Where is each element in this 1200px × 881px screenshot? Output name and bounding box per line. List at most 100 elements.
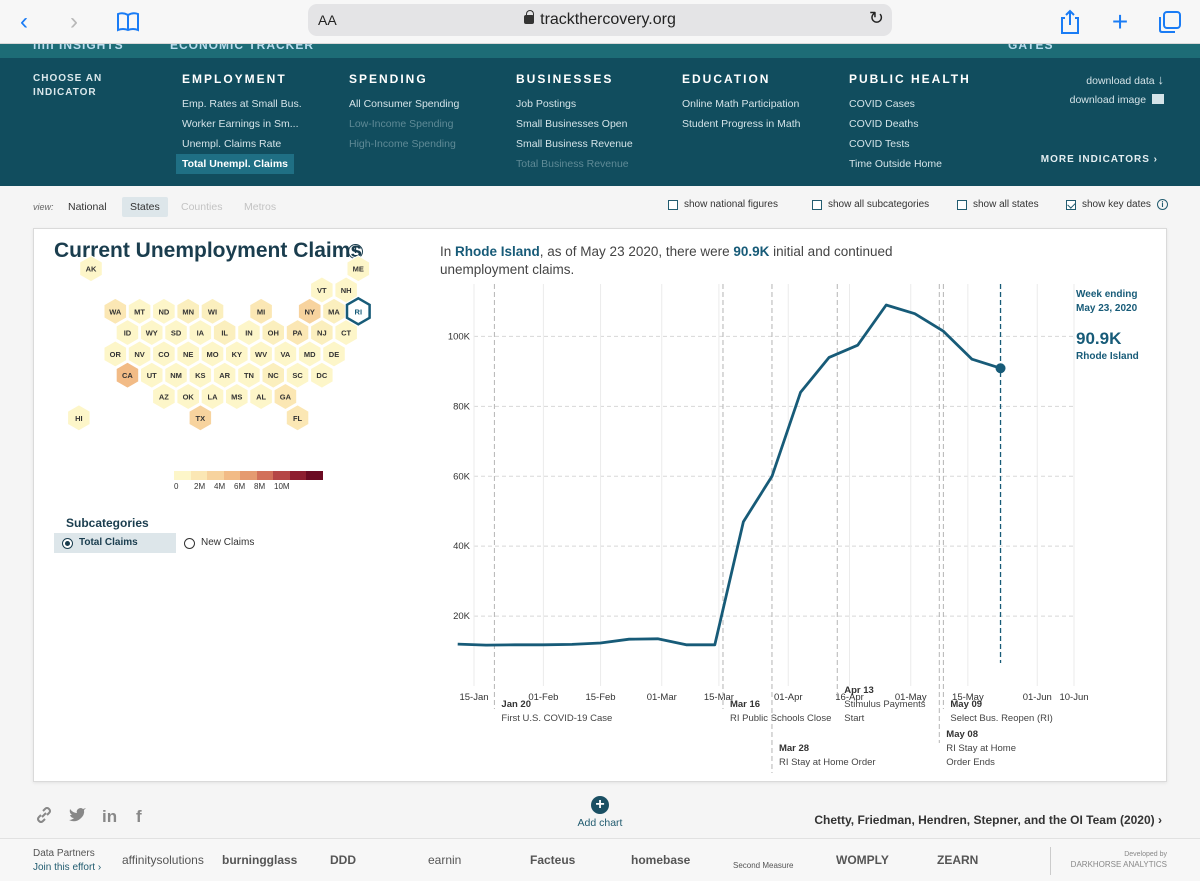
state-hex-ak[interactable]: AK <box>79 255 103 283</box>
state-hex-id[interactable]: ID <box>115 319 140 347</box>
hex-shape[interactable] <box>273 382 298 411</box>
address-bar[interactable]: AA trackthercovery.org ↻ <box>308 4 892 36</box>
hex-shape[interactable] <box>237 361 261 389</box>
hex-shape[interactable] <box>115 319 140 347</box>
info-icon[interactable]: i <box>1156 199 1168 210</box>
state-hex-ma[interactable]: MA <box>322 297 346 325</box>
state-hex-vt[interactable]: VT <box>310 276 334 304</box>
join-effort-link[interactable]: Join this effort › <box>33 862 102 873</box>
state-hex-sd[interactable]: SD <box>164 319 188 347</box>
hex-shape[interactable] <box>115 361 140 389</box>
hex-shape[interactable] <box>200 340 225 368</box>
state-hex-mn[interactable]: MN <box>176 297 200 325</box>
state-hex-wa[interactable]: WA <box>103 297 128 325</box>
state-hex-ne[interactable]: NE <box>176 340 200 368</box>
hex-shape[interactable] <box>225 340 249 368</box>
hex-shape[interactable] <box>152 340 176 368</box>
state-hex-ct[interactable]: CT <box>334 319 358 347</box>
hex-shape[interactable] <box>152 382 176 411</box>
hex-shape[interactable] <box>212 319 237 347</box>
indicator-item[interactable]: Worker Earnings in Sm... <box>182 118 299 130</box>
state-hex-al[interactable]: AL <box>249 382 273 411</box>
checkbox[interactable] <box>668 199 678 210</box>
hex-shape[interactable] <box>273 340 298 368</box>
state-hex-az[interactable]: AZ <box>152 382 176 411</box>
hex-shape[interactable] <box>285 319 310 347</box>
indicator-item[interactable]: Unempl. Claims Rate <box>182 138 282 150</box>
indicator-item[interactable]: Student Progress in Math <box>682 118 801 130</box>
state-hex-ut[interactable]: UT <box>140 361 164 389</box>
state-hex-ny[interactable]: NY <box>297 297 322 325</box>
hex-shape[interactable] <box>297 340 322 368</box>
hex-shape[interactable] <box>67 404 91 432</box>
state-hex-or[interactable]: OR <box>103 340 128 368</box>
hex-shape[interactable] <box>334 276 358 304</box>
state-hex-mi[interactable]: MI <box>249 297 273 325</box>
state-hex-mt[interactable]: MT <box>127 297 152 325</box>
indicator-item[interactable]: Job Postings <box>516 98 577 110</box>
hex-shape[interactable] <box>188 361 213 389</box>
download-image-button[interactable]: download image <box>1070 94 1164 106</box>
new-tab-icon[interactable]: + <box>1111 6 1129 37</box>
hex-shape[interactable] <box>249 297 273 325</box>
state-hex-fl[interactable]: FL <box>285 404 310 432</box>
share-icon[interactable] <box>1054 6 1086 38</box>
hex-shape[interactable] <box>79 255 103 283</box>
state-hex-ok[interactable]: OK <box>176 382 200 411</box>
tabs-icon[interactable] <box>1154 6 1186 38</box>
state-hex-oh[interactable]: OH <box>261 319 285 347</box>
state-hex-nj[interactable]: NJ <box>310 319 334 347</box>
hex-shape[interactable] <box>127 340 152 368</box>
hex-shape[interactable] <box>285 404 310 432</box>
citation-link[interactable]: Chetty, Friedman, Hendren, Stepner, and … <box>814 813 1162 827</box>
hex-shape[interactable] <box>176 340 200 368</box>
hex-shape[interactable] <box>152 297 176 325</box>
indicator-item[interactable]: Small Businesses Open <box>516 118 628 130</box>
hex-shape[interactable] <box>345 296 371 326</box>
hex-shape[interactable] <box>322 340 346 368</box>
subcategory-new-claims[interactable]: New Claims <box>176 533 262 553</box>
hex-shape[interactable] <box>261 361 285 389</box>
state-hex-va[interactable]: VA <box>273 340 298 368</box>
indicator-item[interactable]: All Consumer Spending <box>349 98 460 110</box>
bookmarks-icon[interactable] <box>112 6 144 38</box>
state-hex-ky[interactable]: KY <box>225 340 249 368</box>
indicator-item[interactable]: COVID Deaths <box>849 118 919 130</box>
hex-shape[interactable] <box>322 297 346 325</box>
hex-shape[interactable] <box>164 361 188 389</box>
hex-shape[interactable] <box>140 361 164 389</box>
hex-shape[interactable] <box>176 382 200 411</box>
indicator-item[interactable]: COVID Cases <box>849 98 915 110</box>
state-hex-nd[interactable]: ND <box>152 297 176 325</box>
more-indicators-button[interactable]: MORE INDICATORS › <box>1041 154 1158 165</box>
indicator-item[interactable]: Time Outside Home <box>849 158 942 170</box>
hex-shape[interactable] <box>212 361 237 389</box>
state-hex-nm[interactable]: NM <box>164 361 188 389</box>
state-hex-wy[interactable]: WY <box>140 319 164 347</box>
hex-shape[interactable] <box>334 319 358 347</box>
download-data-button[interactable]: download data ↓ <box>1086 72 1164 87</box>
indicator-item[interactable]: Online Math Participation <box>682 98 800 110</box>
back-icon[interactable]: ‹ <box>20 8 28 35</box>
hex-shape[interactable] <box>188 404 213 432</box>
subcategory-total-claims[interactable]: Total Claims <box>54 533 176 553</box>
state-hex-md[interactable]: MD <box>297 340 322 368</box>
state-hex-pa[interactable]: PA <box>285 319 310 347</box>
hex-shape[interactable] <box>176 297 200 325</box>
state-hex-nc[interactable]: NC <box>261 361 285 389</box>
hex-shape[interactable] <box>200 382 225 411</box>
hex-shape[interactable] <box>310 361 334 389</box>
tracker-logo[interactable]: ECONOMIC TRACKER <box>170 44 314 52</box>
hex-shape[interactable] <box>225 382 249 411</box>
hex-shape[interactable] <box>200 297 225 325</box>
hex-shape[interactable] <box>261 319 285 347</box>
hex-shape[interactable] <box>237 319 261 347</box>
add-chart-button[interactable]: + Add chart <box>560 795 640 829</box>
checkbox[interactable] <box>812 199 822 210</box>
hex-shape[interactable] <box>188 319 213 347</box>
oi-logo[interactable]: ılılı INSIGHTS <box>33 44 124 52</box>
hex-shape[interactable] <box>249 340 273 368</box>
state-hex-nh[interactable]: NH <box>334 276 358 304</box>
radio-button[interactable] <box>184 537 195 549</box>
state-hex-mo[interactable]: MO <box>200 340 225 368</box>
